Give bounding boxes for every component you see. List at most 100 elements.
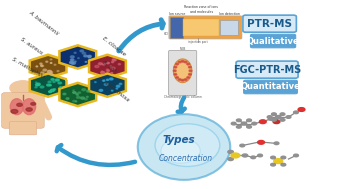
Ellipse shape [161, 139, 200, 163]
Circle shape [51, 89, 54, 91]
Circle shape [88, 57, 90, 58]
Ellipse shape [23, 99, 36, 115]
Circle shape [276, 115, 281, 119]
Circle shape [241, 122, 247, 125]
Circle shape [10, 81, 36, 95]
Circle shape [189, 66, 191, 68]
Circle shape [87, 91, 89, 92]
Text: S. aureus: S. aureus [20, 36, 44, 55]
Circle shape [50, 85, 51, 86]
Polygon shape [30, 74, 66, 97]
Circle shape [35, 82, 37, 83]
Text: E. coli: E. coli [102, 60, 118, 74]
Circle shape [118, 64, 120, 65]
Circle shape [36, 83, 40, 85]
Circle shape [274, 142, 279, 145]
Circle shape [178, 79, 181, 80]
Circle shape [271, 113, 276, 115]
Text: MEB: MEB [180, 47, 186, 51]
Text: PTR-MS: PTR-MS [247, 19, 292, 29]
Circle shape [11, 109, 18, 113]
Circle shape [242, 154, 248, 157]
Circle shape [294, 154, 299, 157]
FancyBboxPatch shape [169, 16, 242, 39]
Circle shape [95, 82, 96, 83]
Circle shape [82, 89, 86, 91]
Circle shape [70, 56, 74, 58]
Circle shape [99, 89, 103, 91]
Circle shape [228, 150, 233, 153]
Circle shape [103, 80, 105, 81]
Polygon shape [89, 55, 126, 78]
Circle shape [102, 63, 105, 65]
Polygon shape [89, 74, 126, 97]
Text: S. maltophilia: S. maltophilia [11, 57, 46, 80]
Text: HCl: HCl [163, 32, 169, 36]
Polygon shape [30, 55, 66, 78]
Circle shape [111, 73, 112, 74]
Circle shape [75, 101, 77, 102]
Circle shape [76, 93, 78, 94]
Text: Concentration: Concentration [159, 154, 213, 163]
Circle shape [95, 65, 99, 68]
FancyBboxPatch shape [2, 93, 44, 128]
Circle shape [26, 108, 32, 111]
Circle shape [187, 77, 190, 78]
Circle shape [87, 96, 88, 97]
FancyBboxPatch shape [9, 122, 37, 135]
Circle shape [41, 65, 42, 66]
Circle shape [116, 88, 118, 89]
Circle shape [181, 80, 184, 81]
Circle shape [228, 158, 233, 160]
Circle shape [258, 140, 265, 144]
Circle shape [80, 50, 84, 52]
Circle shape [80, 97, 85, 99]
Circle shape [47, 70, 52, 73]
Circle shape [51, 79, 54, 80]
Circle shape [176, 77, 179, 78]
Circle shape [106, 69, 108, 70]
Circle shape [104, 83, 108, 85]
Circle shape [189, 70, 192, 71]
Circle shape [252, 122, 257, 125]
Circle shape [53, 89, 55, 90]
Circle shape [187, 63, 190, 65]
Circle shape [236, 125, 241, 128]
Text: FGC-PTR-MS: FGC-PTR-MS [233, 65, 301, 75]
Circle shape [247, 125, 251, 128]
Circle shape [268, 118, 273, 120]
Text: P. aeruginosa: P. aeruginosa [98, 77, 130, 103]
Circle shape [231, 122, 236, 125]
Circle shape [85, 61, 87, 62]
Polygon shape [60, 83, 96, 106]
Circle shape [74, 52, 76, 53]
Circle shape [84, 55, 87, 57]
Circle shape [231, 153, 240, 158]
Circle shape [101, 71, 103, 72]
Circle shape [258, 154, 262, 157]
Circle shape [47, 84, 50, 86]
Text: Types: Types [162, 135, 195, 145]
FancyBboxPatch shape [220, 20, 238, 35]
Circle shape [53, 81, 55, 82]
FancyBboxPatch shape [170, 17, 183, 38]
Circle shape [71, 63, 73, 64]
Circle shape [40, 86, 44, 88]
Text: E. cloacae: E. cloacae [102, 36, 127, 57]
Circle shape [35, 87, 37, 88]
Circle shape [50, 59, 52, 60]
Circle shape [108, 70, 109, 71]
Circle shape [173, 70, 176, 71]
Circle shape [236, 119, 241, 122]
Circle shape [46, 61, 48, 62]
Circle shape [50, 72, 53, 73]
Circle shape [281, 156, 286, 159]
Circle shape [41, 65, 44, 67]
Circle shape [75, 61, 76, 62]
Text: injection port: injection port [188, 40, 207, 44]
Circle shape [251, 156, 256, 159]
Text: Quantitative: Quantitative [240, 82, 300, 91]
Circle shape [63, 93, 66, 95]
Circle shape [73, 92, 75, 93]
Circle shape [112, 59, 116, 61]
